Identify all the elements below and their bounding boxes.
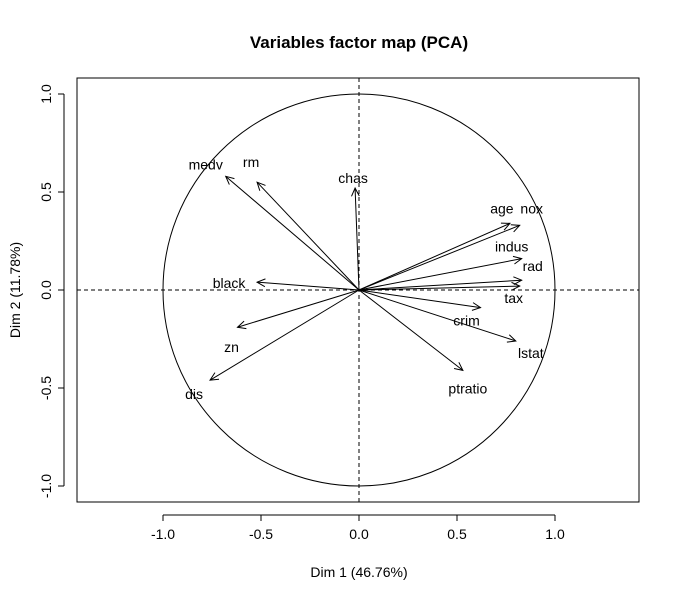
arrow-black: [257, 281, 360, 291]
arrow-tax: [358, 285, 520, 291]
variable-label-rm: rm: [243, 154, 259, 170]
arrow-age: [358, 222, 511, 291]
arrow-ptratio: [358, 289, 464, 371]
variable-label-chas: chas: [338, 170, 368, 186]
variable-label-crim: crim: [453, 313, 479, 329]
x-tick-label: -1.0: [151, 526, 175, 542]
x-tick-label: 0.5: [447, 526, 467, 542]
y-tick-label: 1.0: [38, 84, 54, 104]
variable-label-nox: nox: [520, 200, 543, 216]
x-axis-label: Dim 1 (46.76%): [310, 564, 407, 580]
arrowhead-zn: [236, 320, 247, 330]
arrowhead-age: [500, 222, 511, 231]
chart-title: Variables factor map (PCA): [250, 33, 468, 52]
y-tick-label: -1.0: [38, 474, 54, 498]
arrowhead-dis: [209, 372, 220, 381]
variable-label-indus: indus: [495, 239, 528, 255]
variable-label-tax: tax: [504, 290, 523, 306]
arrow-indus: [358, 258, 522, 291]
arrow-lstat: [358, 289, 516, 342]
arrowhead-chas: [351, 186, 360, 197]
variable-label-black: black: [213, 275, 247, 291]
x-tick-label: 1.0: [545, 526, 565, 542]
arrow-rad: [358, 279, 522, 291]
arrowhead-nox: [510, 224, 521, 233]
arrowhead-medv: [224, 175, 235, 185]
variable-label-lstat: lstat: [518, 345, 544, 361]
arrowhead-rad: [513, 276, 523, 286]
y-tick-label: -0.5: [38, 376, 54, 400]
arrowhead-lstat: [506, 334, 517, 343]
x-tick-label: -0.5: [249, 526, 273, 542]
arrowhead-tax: [511, 281, 521, 291]
arrowhead-rm: [256, 181, 266, 191]
arrowhead-ptratio: [453, 362, 464, 372]
x-tick-label: 0.0: [349, 526, 369, 542]
variable-label-ptratio: ptratio: [448, 380, 487, 396]
arrow-dis: [209, 289, 360, 381]
y-tick-label: 0.5: [38, 182, 54, 202]
variable-label-medv: medv: [189, 156, 223, 172]
y-tick-label: 0.0: [38, 280, 54, 300]
y-axis-label: Dim 2 (11.78%): [7, 242, 23, 338]
arrowhead-crim: [471, 302, 482, 311]
arrow-crim: [358, 289, 481, 309]
variable-label-dis: dis: [185, 386, 203, 402]
variable-label-zn: zn: [224, 339, 239, 355]
arrow-zn: [237, 289, 360, 328]
chart-marks: -1.0 -0.5 0.0 0.5 1.0 -1.0 -0.5 0.0 0.5 1.0 medv rm…: [38, 78, 639, 542]
arrowhead-indus: [512, 255, 523, 265]
arrow-chas: [354, 188, 360, 291]
arrowhead-black: [255, 278, 266, 288]
arrow-medv: [225, 175, 360, 291]
arrow-rm: [256, 181, 360, 291]
arrow-nox: [358, 224, 520, 291]
variable-label-age: age: [490, 200, 514, 216]
variable-label-rad: rad: [523, 258, 543, 274]
